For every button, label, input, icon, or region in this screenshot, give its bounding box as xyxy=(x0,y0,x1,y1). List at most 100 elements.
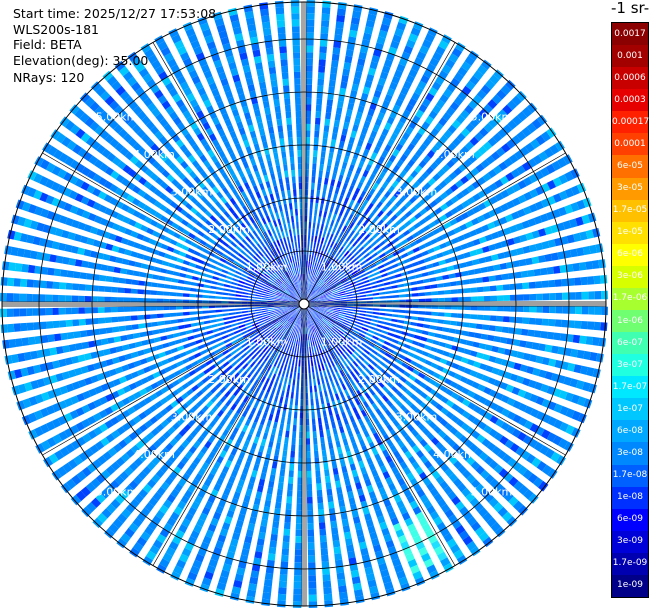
beta-gate xyxy=(313,444,319,452)
beta-gate xyxy=(164,349,172,356)
beta-gate xyxy=(255,544,264,553)
beta-gate xyxy=(104,286,112,293)
beta-gate xyxy=(404,210,413,218)
beta-gate xyxy=(174,264,182,270)
beta-gate xyxy=(381,345,389,351)
beta-gate xyxy=(461,270,469,277)
beta-gate xyxy=(398,247,406,254)
beta-gate xyxy=(382,449,390,458)
beta-gate xyxy=(395,399,403,408)
beta-gate xyxy=(323,286,329,291)
beta-gate xyxy=(118,277,126,284)
beta-gate xyxy=(262,275,269,281)
beta-gate xyxy=(54,450,65,461)
beta-gate xyxy=(58,431,68,441)
beta-gate xyxy=(459,223,468,231)
beta-gate xyxy=(345,289,352,293)
beta-gate xyxy=(447,124,457,134)
beta-gate xyxy=(224,201,232,209)
beta-gate xyxy=(126,181,136,191)
beta-gate xyxy=(206,373,215,380)
beta-gate xyxy=(406,175,414,183)
beta-gate xyxy=(346,296,354,299)
beta-gate xyxy=(95,86,106,97)
beta-gate xyxy=(345,315,352,319)
beta-gate xyxy=(412,299,419,303)
beta-gate xyxy=(571,394,580,404)
beta-gate xyxy=(356,266,364,272)
beta-gate xyxy=(22,398,32,409)
beta-gate xyxy=(477,189,487,199)
beta-gate xyxy=(465,80,476,91)
beta-gate xyxy=(310,282,314,289)
beta-gate xyxy=(507,119,518,130)
beta-gate xyxy=(185,329,193,335)
beta-gate xyxy=(374,453,382,462)
beta-gate xyxy=(314,457,320,465)
beta-gate xyxy=(505,172,515,182)
beta-gate xyxy=(289,331,293,339)
beta-gate xyxy=(120,533,131,544)
beta-gate xyxy=(132,270,141,277)
beta-gate xyxy=(205,256,213,262)
beta-gate xyxy=(346,42,355,51)
beta-gate xyxy=(483,315,491,321)
beta-gate xyxy=(308,281,311,288)
beta-gate xyxy=(331,265,337,272)
beta-gate xyxy=(115,494,126,505)
beta-gate xyxy=(325,112,332,120)
beta-gate xyxy=(288,324,292,330)
beta-gate xyxy=(331,289,338,293)
beta-gate xyxy=(436,252,444,259)
beta-gate xyxy=(399,224,407,232)
beta-gate xyxy=(262,346,269,353)
beta-gate xyxy=(295,392,299,400)
beta-gate xyxy=(179,144,188,153)
beta-gate xyxy=(225,237,233,244)
beta-gate xyxy=(266,487,274,495)
beta-gate xyxy=(180,198,188,206)
beta-gate xyxy=(329,248,335,255)
beta-gate xyxy=(297,320,300,327)
beta-gate xyxy=(552,193,562,203)
beta-gate xyxy=(197,283,205,288)
beta-gate xyxy=(298,451,303,458)
beta-gate xyxy=(8,339,17,348)
beta-gate xyxy=(478,531,490,542)
beta-gate xyxy=(271,318,278,322)
beta-gate xyxy=(566,263,574,273)
beta-gate xyxy=(451,362,460,370)
beta-gate xyxy=(331,315,339,319)
beta-gate xyxy=(376,399,384,407)
beta-gate xyxy=(341,128,348,136)
beta-gate xyxy=(439,94,449,104)
beta-gate xyxy=(330,287,338,292)
beta-gate xyxy=(276,292,283,296)
beta-gate xyxy=(208,310,216,314)
beta-gate xyxy=(311,235,314,242)
beta-gate xyxy=(176,225,185,233)
beta-gate xyxy=(293,332,296,340)
beta-gate xyxy=(360,230,367,238)
beta-gate xyxy=(181,413,190,422)
beta-gate xyxy=(81,506,92,518)
beta-gate xyxy=(78,295,85,303)
beta-gate xyxy=(261,277,268,283)
beta-gate xyxy=(353,172,360,181)
beta-gate xyxy=(19,233,29,243)
beta-gate xyxy=(70,245,79,254)
beta-gate xyxy=(260,472,267,480)
beta-gate xyxy=(528,317,536,325)
beta-gate xyxy=(337,348,343,355)
beta-gate xyxy=(181,244,190,251)
beta-gate xyxy=(213,483,222,492)
beta-gate xyxy=(355,324,363,329)
beta-gate xyxy=(358,288,366,292)
beta-gate xyxy=(267,350,273,357)
beta-gate xyxy=(168,340,176,347)
beta-gate xyxy=(299,320,302,328)
beta-gate xyxy=(418,186,427,195)
beta-gate xyxy=(118,376,127,384)
beta-gate xyxy=(144,216,153,224)
beta-gate xyxy=(272,421,278,429)
